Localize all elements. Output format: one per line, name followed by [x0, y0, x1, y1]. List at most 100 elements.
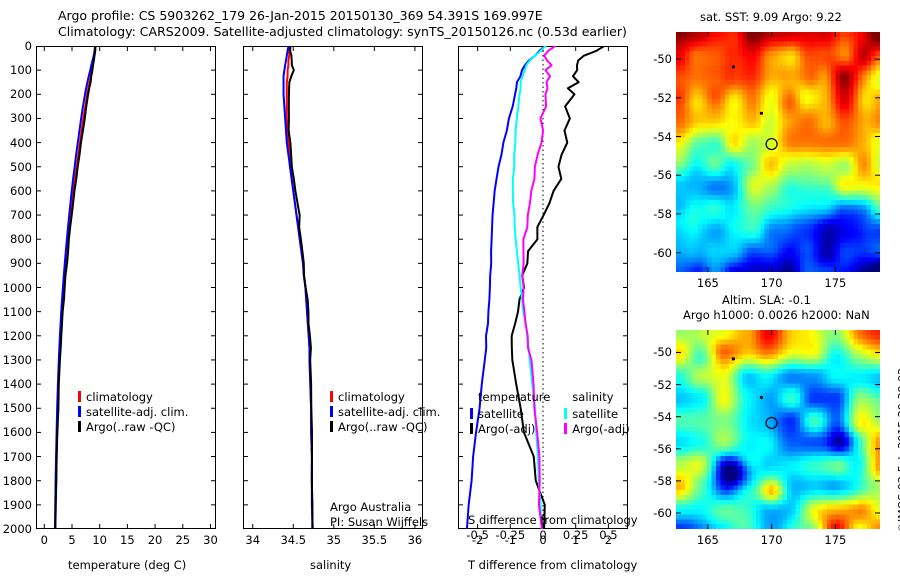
sst-map-title: sat. SST: 9.09 Argo: 9.22 — [700, 10, 842, 24]
legend-label: satellite — [478, 407, 524, 421]
legend-color-swatch — [78, 421, 81, 432]
temperature-profile-plot — [36, 46, 216, 529]
legend-color-swatch — [470, 423, 473, 434]
tick-label: 0 — [24, 39, 32, 53]
legend-label: satellite-adj. clim. — [338, 405, 441, 419]
tick-label: -0.5 — [466, 528, 489, 542]
tick-label: -58 — [653, 473, 672, 488]
sla-map-subtitle: Argo h1000: 0.0026 h2000: NaN — [683, 308, 870, 322]
tick-label: 1000 — [2, 280, 32, 295]
tick-label: 1900 — [2, 497, 32, 512]
tick-label: 170 — [760, 276, 783, 290]
tick-label: -60 — [653, 505, 672, 520]
tick-label: 800 — [10, 232, 32, 247]
tick-label: -1 — [504, 533, 517, 547]
tick-label: 36 — [407, 533, 423, 547]
tick-label: 30 — [203, 533, 218, 547]
legend-label: Argo(-adj) — [478, 422, 536, 436]
difference-legend: temperature satellite Argo(-adj) salinity sa… — [470, 390, 630, 436]
difference-temperature-axis-label: T difference from climatology — [468, 558, 638, 572]
difference-salinity-axis-label: S difference from climatology — [468, 513, 638, 527]
legend-label: Argo(..raw -QC) — [86, 420, 176, 434]
tick-label: 0.25 — [562, 528, 589, 542]
tick-label: 600 — [10, 183, 32, 198]
tick-label: 400 — [10, 135, 32, 150]
tick-label: 1600 — [2, 425, 32, 440]
tick-label: 700 — [10, 208, 32, 223]
legend-label: climatology — [338, 390, 405, 404]
legend-label: satellite — [572, 407, 619, 421]
tick-label: 25 — [175, 533, 191, 547]
legend-item: Argo(..raw -QC) — [78, 418, 188, 434]
legend-label: Argo(-adj) — [572, 422, 630, 436]
tick-label: 1 — [572, 533, 580, 547]
legend-label: climatology — [86, 390, 153, 404]
legend-color-swatch — [564, 408, 568, 419]
legend-label: satellite-adj. clim. — [86, 405, 189, 419]
tick-label: 5 — [68, 533, 76, 547]
tick-label: 2 — [604, 533, 613, 547]
tick-label: -52 — [653, 90, 672, 105]
tick-label: -56 — [653, 168, 672, 183]
temperature-panel — [36, 46, 216, 529]
legend-column: temperature satellite Argo(-adj) — [470, 390, 551, 436]
tick-label: -58 — [653, 206, 672, 221]
legend-color-swatch — [78, 391, 81, 402]
tick-label: 35.5 — [361, 533, 388, 547]
legend-item: climatology — [78, 388, 188, 404]
tick-label: 1200 — [2, 328, 32, 343]
plot-title-line2: Climatology: CARS2009. Satellite-adjuste… — [58, 24, 627, 39]
tick-label: -54 — [653, 409, 672, 424]
tick-label: 34.5 — [280, 533, 307, 547]
legend-color-swatch — [330, 406, 333, 417]
tick-label: 170 — [760, 533, 783, 547]
tick-label: -50 — [653, 345, 672, 360]
legend-item: satellite — [470, 405, 550, 421]
tick-label: 1500 — [2, 401, 32, 416]
tick-label: 15 — [120, 533, 135, 547]
legend-item: satellite-adj. clim. — [78, 403, 189, 419]
tick-label: 165 — [696, 533, 719, 547]
tick-label: 34 — [245, 533, 261, 547]
legend-color-swatch — [330, 391, 333, 402]
salinity-panel — [243, 46, 423, 529]
tick-label: -52 — [653, 377, 672, 392]
tick-label: -56 — [653, 441, 672, 456]
tick-label: 1300 — [2, 352, 32, 367]
tick-label: -0.25 — [495, 528, 526, 542]
legend-column: salinity satellite Argo(-adj) — [564, 390, 630, 436]
tick-label: 175 — [824, 276, 847, 290]
legend-color-swatch — [564, 423, 568, 434]
tick-label: -2 — [471, 533, 484, 547]
legend-group-header: temperature — [478, 390, 551, 404]
imos-credit: ©IMOS 02-Feb-2015 20:39:02 — [896, 367, 900, 533]
salinity-axis-label: salinity — [310, 558, 352, 572]
tick-label: 0 — [40, 533, 48, 547]
legend-item: satellite — [564, 405, 629, 421]
legend-color-swatch — [470, 408, 473, 419]
tick-label: 0 — [539, 533, 547, 547]
plot-title-line1: Argo profile: CS 5903262_179 26-Jan-2015… — [58, 8, 543, 23]
tick-label: 200 — [10, 87, 32, 102]
tick-label: 35 — [326, 533, 342, 547]
tick-label: 0 — [539, 528, 547, 542]
tick-label: 500 — [10, 159, 32, 174]
tick-label: 1800 — [2, 473, 32, 488]
tick-label: 1100 — [2, 304, 32, 319]
legend-item: Argo(-adj) — [470, 420, 550, 436]
tick-label: 175 — [824, 533, 847, 547]
tick-label: 0.5 — [599, 528, 618, 542]
temperature-axis-label: temperature (deg C) — [68, 558, 187, 572]
tick-label: 100 — [10, 63, 32, 78]
sst-map — [676, 32, 880, 272]
tick-label: 300 — [10, 111, 32, 126]
tick-label: 165 — [696, 276, 719, 290]
legend-label: Argo(..raw -QC) — [338, 420, 428, 434]
sla-map-title: Altim. SLA: -0.1 — [722, 293, 811, 307]
salinity-legend: climatology satellite-adj. clim. Argo(..ra… — [330, 388, 441, 434]
sla-map — [676, 330, 880, 529]
tick-label: -60 — [653, 245, 672, 260]
legend-item: Argo(..raw -QC) — [330, 418, 440, 434]
difference-profile-plot — [458, 46, 628, 529]
salinity-profile-plot — [243, 46, 423, 529]
